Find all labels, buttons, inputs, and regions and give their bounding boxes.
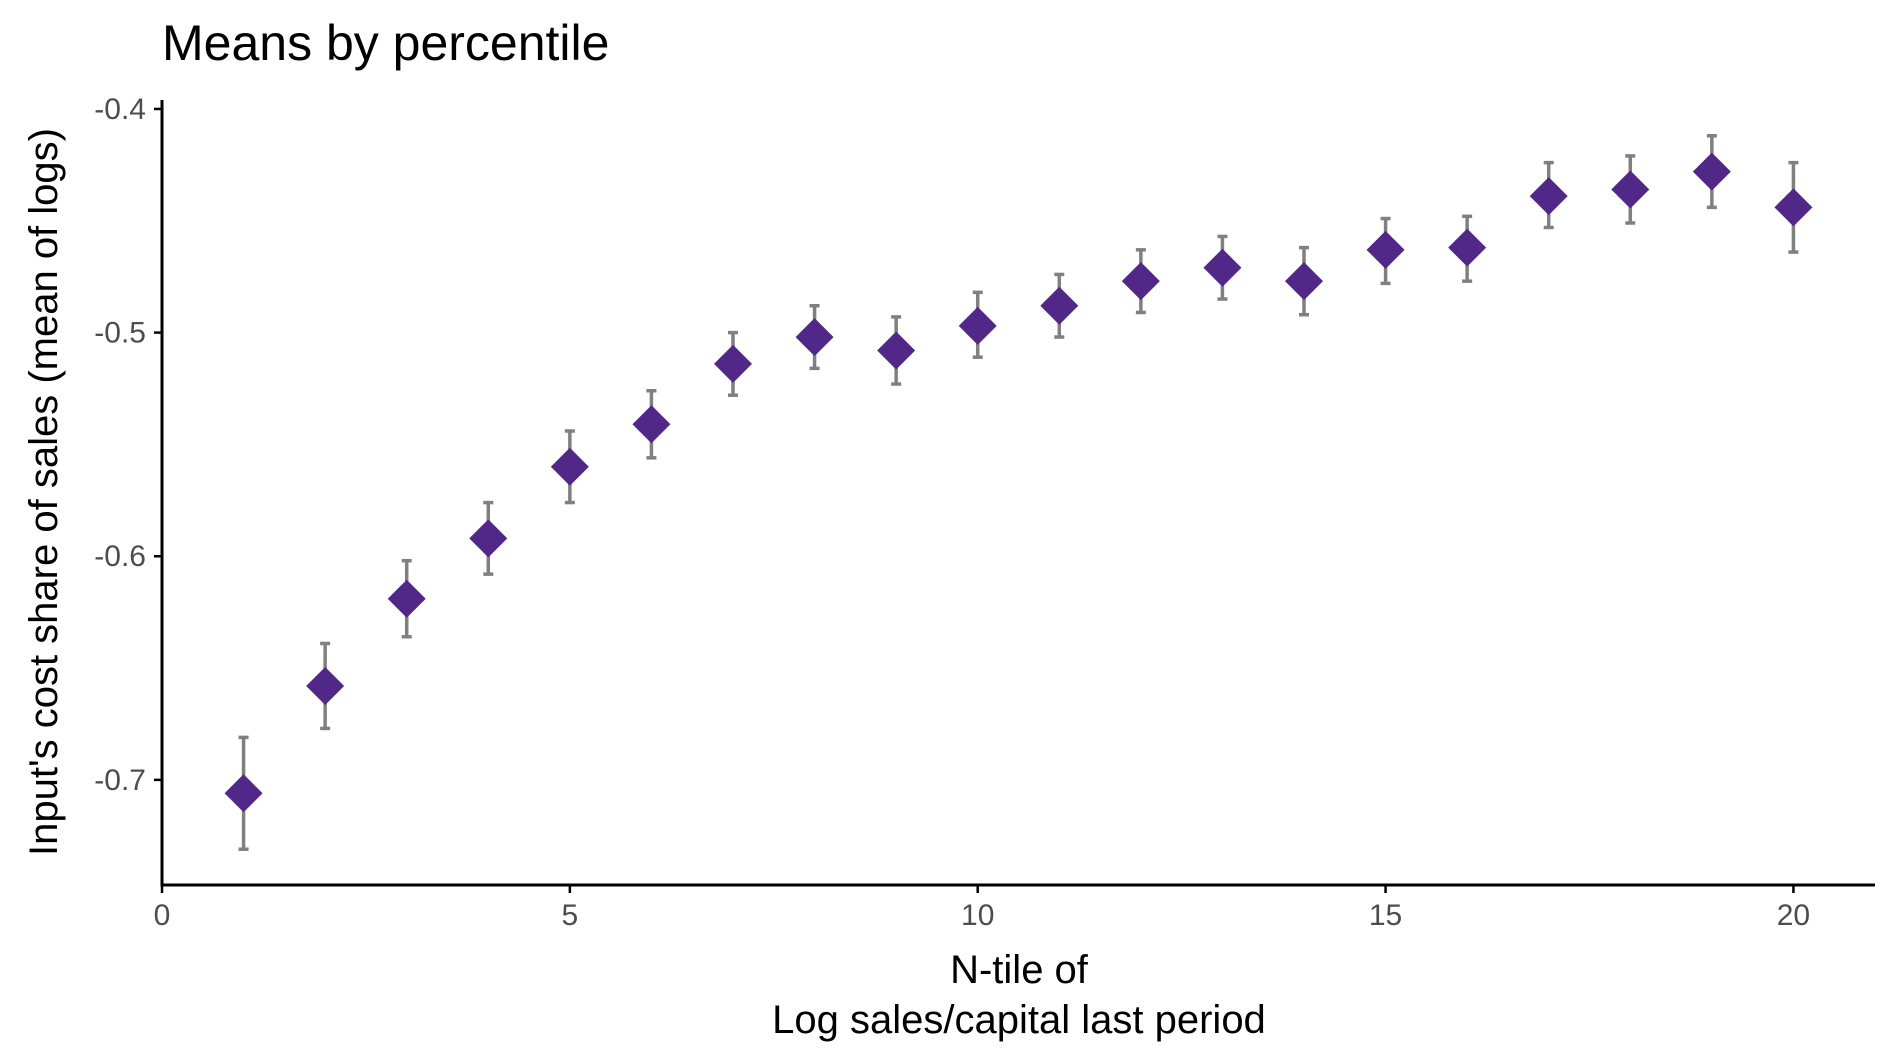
data-point-marker xyxy=(1774,188,1813,227)
y-tick-label: -0.4 xyxy=(94,93,146,126)
y-tick-label: -0.5 xyxy=(94,317,146,350)
data-point-marker xyxy=(387,579,426,618)
data-point-marker xyxy=(1448,228,1487,267)
data-point-marker xyxy=(1529,177,1568,216)
data-points xyxy=(224,152,1813,813)
data-point-marker xyxy=(550,447,589,486)
data-point-marker xyxy=(469,519,508,558)
error-bars xyxy=(238,134,1799,851)
chart-title: Means by percentile xyxy=(162,15,609,71)
data-point-marker xyxy=(1203,248,1242,287)
x-tick-label: 20 xyxy=(1777,899,1810,932)
y-axis-title: Input's cost share of sales (mean of log… xyxy=(22,128,66,856)
y-tick-label: -0.7 xyxy=(94,764,146,797)
data-point-marker xyxy=(958,306,997,345)
x-tick-label: 5 xyxy=(562,899,579,932)
data-point-marker xyxy=(306,666,345,705)
data-point-marker xyxy=(795,318,834,357)
x-axis-title-line-1: N-tile of xyxy=(950,948,1089,992)
y-axis-ticks: -0.4 -0.5 -0.6 -0.7 xyxy=(94,93,162,797)
data-point-marker xyxy=(877,331,916,370)
x-axis-title-line-2: Log sales/capital last period xyxy=(772,998,1266,1042)
data-point-marker xyxy=(632,405,671,444)
data-point-marker xyxy=(224,774,263,813)
x-axis-ticks: 0 5 10 15 20 xyxy=(154,885,1810,932)
data-point-marker xyxy=(1366,230,1405,269)
data-point-marker xyxy=(1040,286,1079,325)
data-point-marker xyxy=(1692,152,1731,191)
x-tick-label: 15 xyxy=(1369,899,1402,932)
x-tick-label: 10 xyxy=(961,899,994,932)
data-point-marker xyxy=(1121,262,1160,301)
x-tick-label: 0 xyxy=(154,899,171,932)
data-point-marker xyxy=(1611,170,1650,209)
data-point-marker xyxy=(1285,262,1323,301)
data-point-marker xyxy=(714,344,752,383)
y-tick-label: -0.6 xyxy=(94,540,146,573)
